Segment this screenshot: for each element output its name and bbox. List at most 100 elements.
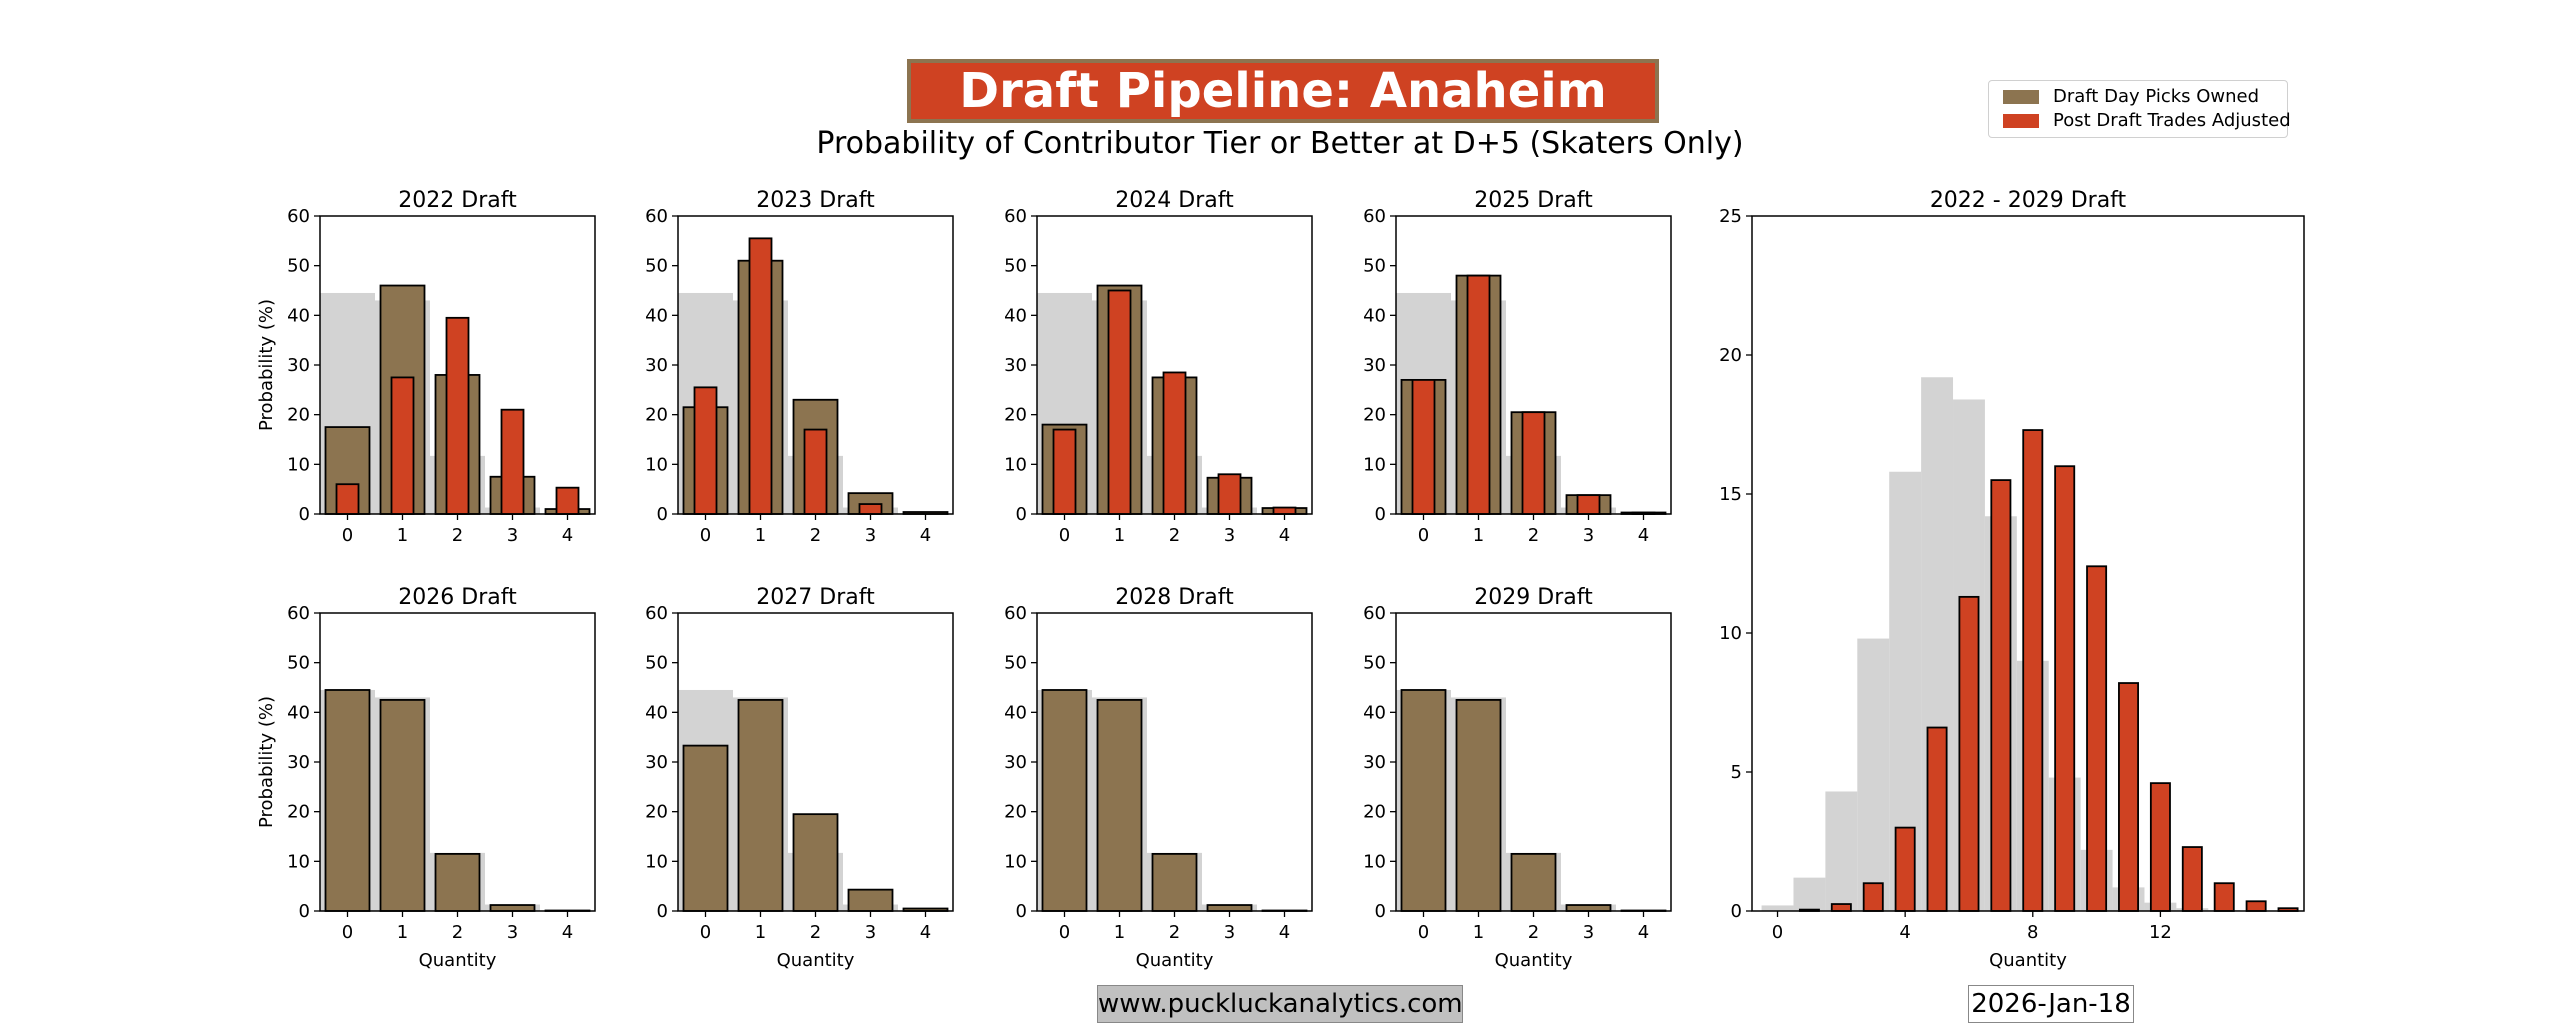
y-tick-label: 0 — [1731, 901, 1742, 922]
chart-1: 0 10 20 30 40 50 60 0 1 2 3 4 2023 Draft — [645, 188, 954, 546]
y-tick-label: 0 — [299, 504, 310, 525]
chart-title: 2023 Draft — [756, 188, 875, 213]
y-tick-label: 10 — [645, 454, 668, 475]
x-tick-label: 0 — [342, 525, 353, 546]
y-tick-label: 40 — [1363, 702, 1386, 723]
y-tick-label: 10 — [287, 454, 310, 475]
y-tick-label: 20 — [287, 405, 310, 426]
y-tick-label: 30 — [645, 752, 668, 773]
owned-bar — [379, 699, 426, 912]
y-tick-label: 20 — [1004, 405, 1027, 426]
chart-title: 2027 Draft — [756, 585, 875, 610]
owned-bar — [792, 813, 839, 912]
y-tick-label: 40 — [645, 702, 668, 723]
x-tick-label: 0 — [1772, 922, 1783, 943]
adjusted-bar — [1958, 595, 1980, 912]
y-tick-label: 10 — [1363, 851, 1386, 872]
baseline-bar — [1825, 791, 1858, 911]
y-tick-label: 20 — [1004, 802, 1027, 823]
chart-6: 0 10 20 30 40 50 60 0 1 2 3 4 2028 Draft Quantity — [1004, 585, 1313, 971]
y-tick-label: 30 — [287, 355, 310, 376]
x-tick-label: 3 — [865, 922, 876, 943]
chart-8: 0 5 10 15 20 25 0 4 8 12 2022 - 2029 Draft Quantity — [1719, 188, 2305, 971]
y-tick-label: 20 — [645, 405, 668, 426]
adjusted-bar — [693, 386, 718, 515]
y-tick-label: 0 — [1016, 504, 1027, 525]
x-tick-label: 1 — [755, 922, 766, 943]
adjusted-bar — [1830, 903, 1852, 912]
y-tick-label: 60 — [1363, 603, 1386, 624]
x-tick-label: 2 — [452, 525, 463, 546]
x-axis-label: Quantity — [419, 950, 497, 971]
y-tick-label: 40 — [287, 305, 310, 326]
y-tick-label: 0 — [1016, 901, 1027, 922]
owned-bar — [324, 689, 371, 912]
y-tick-label: 60 — [645, 603, 668, 624]
adjusted-bar — [1052, 428, 1077, 515]
y-tick-label: 5 — [1731, 762, 1742, 783]
axes-frame — [1751, 215, 2305, 912]
y-tick-label: 60 — [1004, 206, 1027, 227]
y-tick-label: 10 — [1719, 623, 1742, 644]
chart-title: 2022 - 2029 Draft — [1930, 188, 2127, 213]
y-tick-label: 40 — [645, 305, 668, 326]
x-tick-label: 1 — [1114, 922, 1125, 943]
adjusted-bar — [748, 237, 773, 515]
x-tick-label: 4 — [1638, 922, 1649, 943]
x-tick-label: 2 — [1528, 525, 1539, 546]
x-tick-label: 1 — [1473, 525, 1484, 546]
legend-label-adjusted: Post Draft Trades Adjusted — [2053, 110, 2291, 131]
x-axis-label: Quantity — [777, 950, 855, 971]
x-axis-label: Quantity — [1495, 950, 1573, 971]
y-tick-label: 40 — [1363, 305, 1386, 326]
y-tick-label: 60 — [1363, 206, 1386, 227]
adjusted-bar — [2118, 682, 2139, 912]
y-tick-label: 50 — [1004, 653, 1027, 674]
y-tick-label: 15 — [1719, 484, 1742, 505]
adjusted-bar — [555, 486, 580, 515]
x-tick-label: 2 — [1169, 525, 1180, 546]
y-tick-label: 30 — [645, 355, 668, 376]
figure-title: Draft Pipeline: Anaheim Ducks — [907, 59, 1659, 175]
y-tick-label: 20 — [1363, 802, 1386, 823]
x-tick-label: 0 — [1418, 525, 1429, 546]
y-tick-label: 50 — [287, 653, 310, 674]
x-tick-label: 4 — [562, 525, 573, 546]
y-tick-label: 40 — [1004, 702, 1027, 723]
x-tick-label: 1 — [397, 525, 408, 546]
owned-bar — [737, 699, 784, 912]
adjusted-bar — [1521, 411, 1546, 515]
adjusted-bar — [2149, 782, 2171, 912]
y-tick-label: 10 — [1004, 851, 1027, 872]
x-tick-label: 4 — [920, 922, 931, 943]
legend-swatch-adjusted — [2003, 114, 2039, 128]
y-tick-label: 20 — [287, 802, 310, 823]
owned-bar — [1565, 904, 1612, 912]
y-tick-label: 10 — [645, 851, 668, 872]
x-axis-label: Quantity — [1136, 950, 1214, 971]
y-tick-label: 10 — [1363, 454, 1386, 475]
legend-swatch-owned — [2003, 90, 2039, 104]
adjusted-bar — [1217, 473, 1242, 515]
x-tick-label: 0 — [700, 922, 711, 943]
y-tick-label: 50 — [645, 256, 668, 277]
chart-title: 2022 Draft — [398, 188, 517, 213]
owned-bar — [847, 888, 894, 912]
chart-0: 0 10 20 30 40 50 60 0 1 2 3 4 2022 Draft Probability … — [256, 188, 596, 546]
y-tick-label: 60 — [287, 603, 310, 624]
date-label: 2026-Jan-18 — [1968, 985, 2134, 1023]
owned-bar — [682, 744, 729, 912]
owned-bar — [1041, 689, 1088, 912]
x-tick-label: 3 — [1583, 525, 1594, 546]
adjusted-bar — [803, 428, 828, 515]
x-tick-label: 4 — [562, 922, 573, 943]
y-tick-label: 0 — [1375, 901, 1386, 922]
x-tick-label: 4 — [1279, 525, 1290, 546]
owned-bar — [1206, 904, 1253, 912]
adjusted-bar — [1894, 826, 1916, 912]
y-tick-label: 30 — [1363, 355, 1386, 376]
chart-title: 2024 Draft — [1115, 188, 1234, 213]
x-tick-label: 1 — [397, 922, 408, 943]
x-tick-label: 4 — [1638, 525, 1649, 546]
